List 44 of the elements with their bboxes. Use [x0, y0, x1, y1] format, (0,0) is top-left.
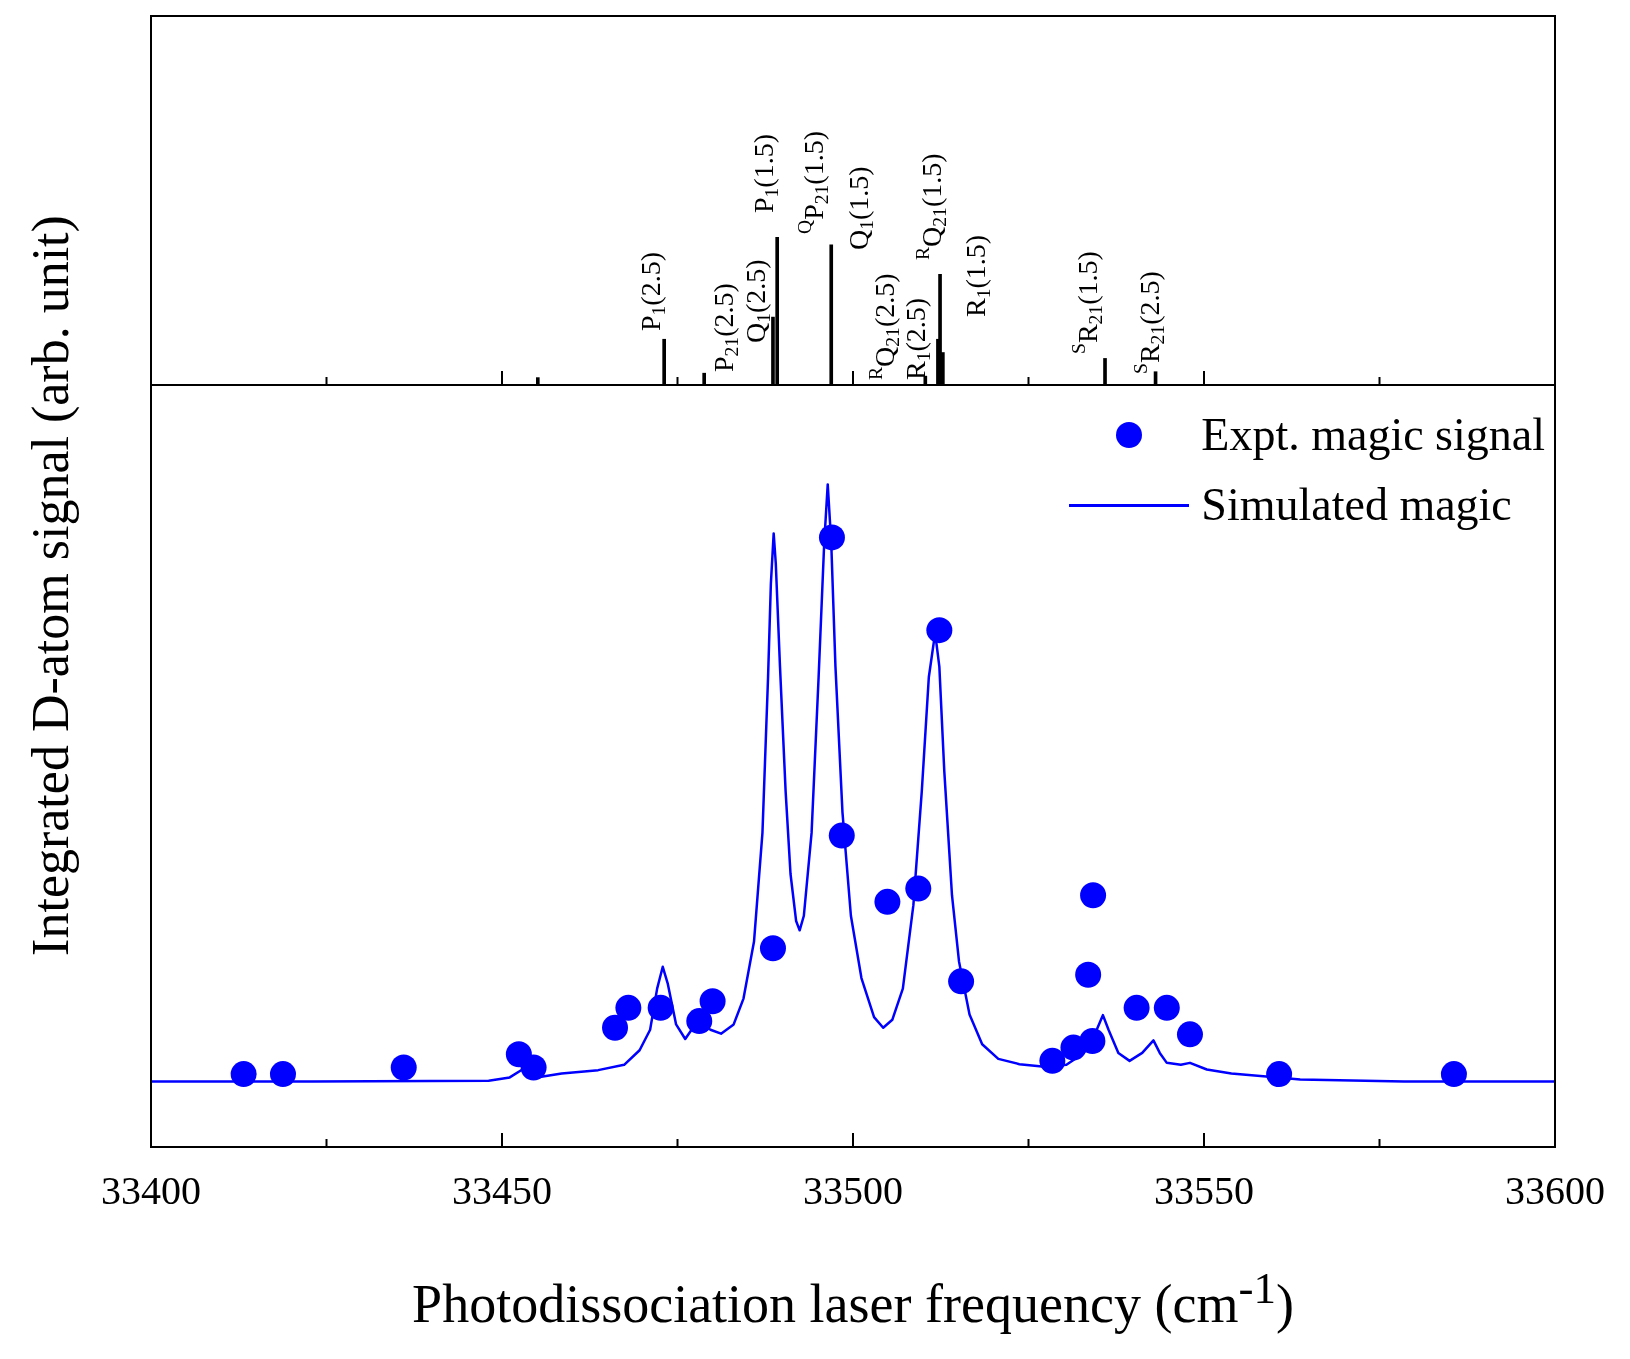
- point: [615, 994, 642, 1021]
- annotation: P21(2.5): [708, 283, 743, 372]
- point: [1440, 1061, 1467, 1088]
- point: [230, 1061, 257, 1088]
- point: [818, 524, 845, 551]
- x-tick-label: 33600: [1505, 1167, 1605, 1213]
- x-tick-label: 33450: [452, 1167, 552, 1213]
- text: QP21(1.5): [794, 131, 833, 234]
- x-tick-label: 33400: [101, 1167, 201, 1213]
- point: [390, 1054, 417, 1081]
- point: [1176, 1021, 1203, 1048]
- annotation: R1(1.5): [960, 234, 995, 317]
- annotation: SR21(1.5): [1068, 251, 1107, 354]
- point: [1039, 1047, 1066, 1074]
- point: [828, 822, 855, 849]
- point: [520, 1054, 547, 1081]
- point: [1080, 882, 1107, 909]
- annotation: Q1(1.5): [843, 166, 878, 250]
- y-axis-title: Integrated D-atom signal (arb. unit): [20, 214, 80, 958]
- annotation: P1(2.5): [635, 251, 670, 331]
- x-axis-title: Photodissociation laser frequency (cm$^{-1}$): [411, 1262, 1295, 1335]
- point: [905, 875, 932, 902]
- annotation: Q1(2.5): [740, 259, 775, 343]
- point: [1266, 1061, 1293, 1088]
- legend-label: Expt. magic signal: [1201, 408, 1545, 462]
- legend-label: Simulated magic: [1201, 478, 1512, 532]
- point: [602, 1014, 629, 1041]
- point: [686, 1008, 713, 1035]
- point: [1075, 961, 1102, 988]
- point: [874, 888, 901, 915]
- point: [269, 1061, 296, 1088]
- point: [1079, 1027, 1106, 1054]
- point: [1123, 994, 1150, 1021]
- point: [699, 988, 726, 1015]
- point: [1153, 994, 1180, 1021]
- x-tick-label: 33550: [1154, 1167, 1254, 1213]
- point: [948, 968, 975, 995]
- point: [759, 935, 786, 962]
- point: [926, 617, 953, 644]
- text: P1(1.5): [748, 133, 783, 213]
- annotation: RQ21(1.5): [912, 153, 951, 260]
- annotation: SR21(2.5): [1130, 271, 1169, 374]
- point: [647, 994, 674, 1021]
- x-tick-label: 33500: [803, 1167, 903, 1213]
